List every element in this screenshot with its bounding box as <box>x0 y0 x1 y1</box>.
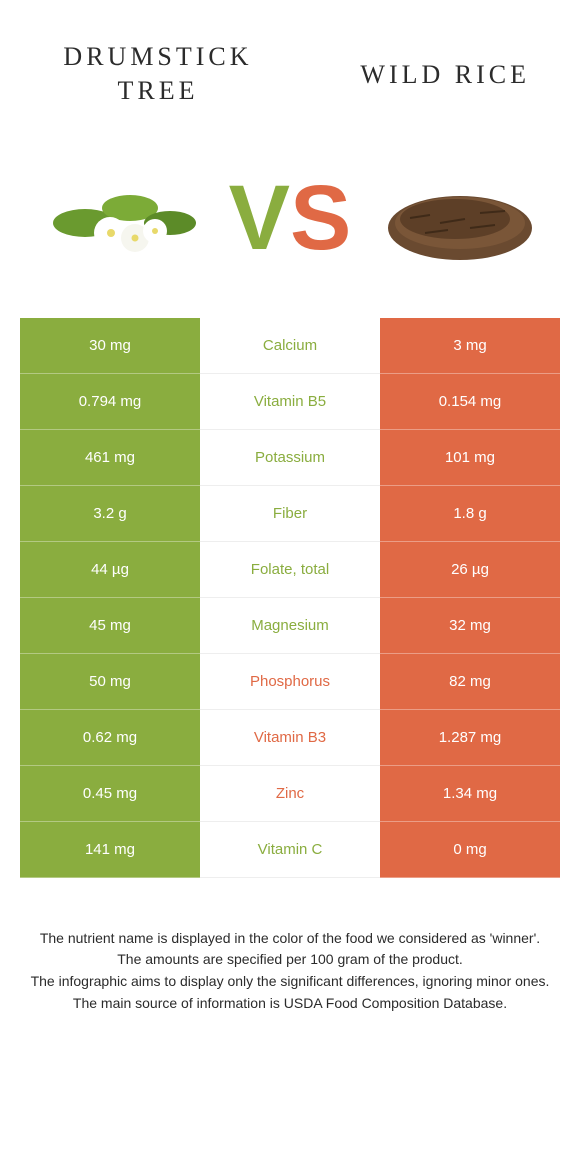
right-value-cell: 82 mg <box>380 654 560 710</box>
vs-v-letter: V <box>229 172 290 264</box>
left-value-cell: 0.45 mg <box>20 766 200 822</box>
right-food-title: Wild rice <box>314 40 530 92</box>
table-row: 45 mgMagnesium32 mg <box>20 598 560 654</box>
right-value-cell: 32 mg <box>380 598 560 654</box>
table-row: 30 mgCalcium3 mg <box>20 318 560 374</box>
table-row: 44 µgFolate, total26 µg <box>20 542 560 598</box>
left-value-cell: 461 mg <box>20 430 200 486</box>
right-value-cell: 1.34 mg <box>380 766 560 822</box>
right-value-cell: 3 mg <box>380 318 560 374</box>
right-value-cell: 0.154 mg <box>380 374 560 430</box>
nutrient-comparison-table: 30 mgCalcium3 mg0.794 mgVitamin B50.154 … <box>20 318 560 878</box>
right-value-cell: 0 mg <box>380 822 560 878</box>
vs-s-letter: S <box>290 172 351 264</box>
nutrient-label-cell: Magnesium <box>200 598 380 654</box>
nutrient-label-cell: Potassium <box>200 430 380 486</box>
table-row: 3.2 gFiber1.8 g <box>20 486 560 542</box>
header-titles: Drumstick tree Wild rice <box>20 40 560 108</box>
footer-line-1: The nutrient name is displayed in the co… <box>25 928 555 950</box>
nutrient-label-cell: Fiber <box>200 486 380 542</box>
nutrient-label-cell: Folate, total <box>200 542 380 598</box>
footer-line-4: The main source of information is USDA F… <box>25 993 555 1015</box>
table-row: 461 mgPotassium101 mg <box>20 430 560 486</box>
table-row: 0.45 mgZinc1.34 mg <box>20 766 560 822</box>
right-value-cell: 101 mg <box>380 430 560 486</box>
nutrient-label-cell: Zinc <box>200 766 380 822</box>
left-title-line2: tree <box>118 76 199 105</box>
right-title-text: Wild rice <box>360 60 530 89</box>
nutrient-label-cell: Vitamin B5 <box>200 374 380 430</box>
images-row: VS <box>20 158 560 318</box>
footer-line-3: The infographic aims to display only the… <box>25 971 555 993</box>
left-food-title: Drumstick tree <box>50 40 266 108</box>
left-value-cell: 0.794 mg <box>20 374 200 430</box>
footer-line-2: The amounts are specified per 100 gram o… <box>25 949 555 971</box>
left-value-cell: 141 mg <box>20 822 200 878</box>
table-row: 0.62 mgVitamin B31.287 mg <box>20 710 560 766</box>
nutrient-label-cell: Vitamin C <box>200 822 380 878</box>
nutrient-label-cell: Calcium <box>200 318 380 374</box>
left-value-cell: 30 mg <box>20 318 200 374</box>
left-title-line1: Drumstick <box>63 42 252 71</box>
left-value-cell: 50 mg <box>20 654 200 710</box>
table-row: 50 mgPhosphorus82 mg <box>20 654 560 710</box>
right-value-cell: 1.287 mg <box>380 710 560 766</box>
right-value-cell: 26 µg <box>380 542 560 598</box>
drumstick-tree-image <box>35 158 210 278</box>
left-value-cell: 3.2 g <box>20 486 200 542</box>
wild-rice-image <box>370 158 545 278</box>
table-row: 0.794 mgVitamin B50.154 mg <box>20 374 560 430</box>
left-value-cell: 0.62 mg <box>20 710 200 766</box>
vs-label: VS <box>229 172 352 264</box>
nutrient-label-cell: Vitamin B3 <box>200 710 380 766</box>
table-row: 141 mgVitamin C0 mg <box>20 822 560 878</box>
footer-notes: The nutrient name is displayed in the co… <box>20 928 560 1015</box>
left-value-cell: 44 µg <box>20 542 200 598</box>
left-value-cell: 45 mg <box>20 598 200 654</box>
right-value-cell: 1.8 g <box>380 486 560 542</box>
nutrient-label-cell: Phosphorus <box>200 654 380 710</box>
